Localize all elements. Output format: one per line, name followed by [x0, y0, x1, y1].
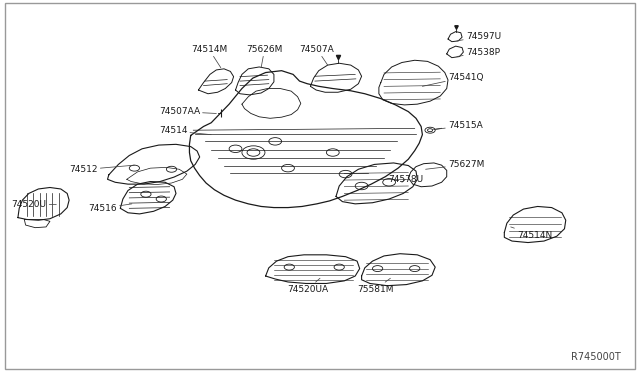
Text: 74578U: 74578U: [388, 175, 423, 184]
Text: 74515A: 74515A: [434, 121, 483, 130]
Text: 74507AA: 74507AA: [159, 107, 216, 116]
Text: 75581M: 75581M: [357, 278, 394, 294]
Text: 74516: 74516: [88, 204, 132, 213]
Text: 74541Q: 74541Q: [422, 73, 483, 86]
Text: 74514M: 74514M: [191, 45, 227, 68]
Text: 74514: 74514: [159, 126, 211, 135]
Text: 74520U: 74520U: [12, 200, 56, 209]
Text: 75626M: 75626M: [246, 45, 283, 68]
Text: 74514N: 74514N: [511, 227, 552, 240]
Text: 74512: 74512: [69, 165, 134, 174]
Text: R745000T: R745000T: [571, 352, 621, 362]
Text: 74597U: 74597U: [457, 32, 501, 41]
Text: 74538P: 74538P: [457, 48, 500, 57]
Text: 74507A: 74507A: [300, 45, 334, 65]
Text: 75627M: 75627M: [426, 160, 484, 169]
Text: 74520UA: 74520UA: [287, 278, 328, 294]
